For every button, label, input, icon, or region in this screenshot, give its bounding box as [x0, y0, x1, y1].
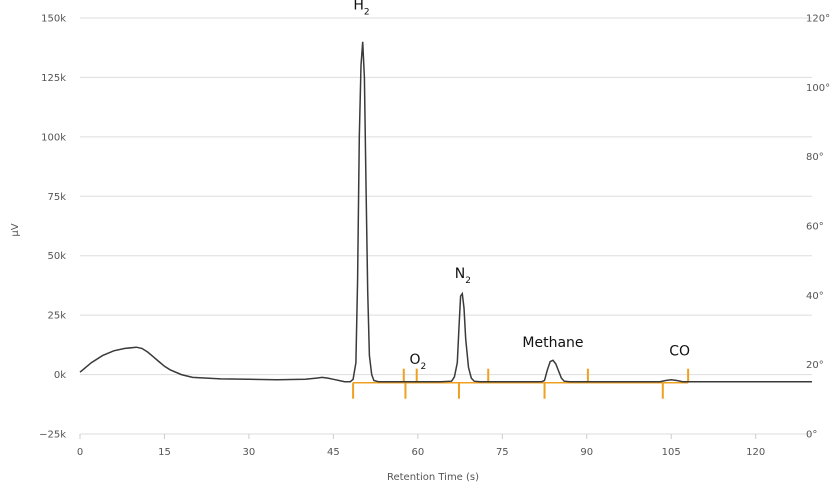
peak-annotation: H2: [353, 0, 369, 18]
x-tick-label: 105: [662, 447, 681, 458]
peak-annotation: O2: [409, 352, 426, 372]
x-tick-label: 90: [580, 447, 593, 458]
grid-lines: [80, 17, 812, 435]
y2-tick-label: 20°: [806, 360, 824, 371]
peak-annotation: N2: [455, 266, 471, 286]
y2-tick-label: 100°: [806, 83, 830, 94]
y-tick-label: 150k: [41, 14, 66, 25]
signal-series-line: [79, 41, 812, 383]
y2-tick-label: 0°: [806, 430, 817, 441]
y-tick-label: −25k: [39, 430, 66, 441]
peak-annotations: H2 O2 N2 Methane CO: [353, 0, 690, 372]
x-tick-label: 120: [746, 447, 765, 458]
y-tick-label: 50k: [47, 251, 66, 262]
y-tick-label: 100k: [41, 132, 66, 143]
y2-axis-ticks: 0° 20° 40° 60° 80° 100° 120°: [806, 14, 830, 441]
x-tick-label: 30: [243, 447, 256, 458]
y2-tick-label: 40°: [806, 291, 824, 302]
x-tick-label: 0: [77, 447, 83, 458]
x-tick-label: 75: [496, 447, 509, 458]
y-tick-label: 0k: [54, 370, 66, 381]
x-axis-ticks: 0 15 30 45 60 75 90 105 120: [77, 434, 765, 458]
y2-tick-label: 120°: [806, 14, 830, 25]
y-tick-label: 25k: [47, 311, 66, 322]
x-tick-label: 60: [411, 447, 424, 458]
y2-tick-label: 60°: [806, 222, 824, 233]
y-tick-label: 75k: [47, 192, 66, 203]
x-tick-label: 15: [158, 447, 171, 458]
y-axis-ticks: −25k 0k 25k 50k 75k 100k 125k 150k: [39, 14, 66, 441]
y2-tick-label: 80°: [806, 152, 824, 163]
x-axis-label: Retention Time (s): [387, 472, 479, 483]
peak-annotation: Methane: [522, 335, 583, 351]
y-axis-label: µV: [10, 223, 21, 236]
peak-annotation: CO: [669, 343, 690, 359]
integration-markers: [352, 368, 690, 399]
x-tick-label: 45: [327, 447, 340, 458]
y-tick-label: 125k: [41, 73, 66, 84]
